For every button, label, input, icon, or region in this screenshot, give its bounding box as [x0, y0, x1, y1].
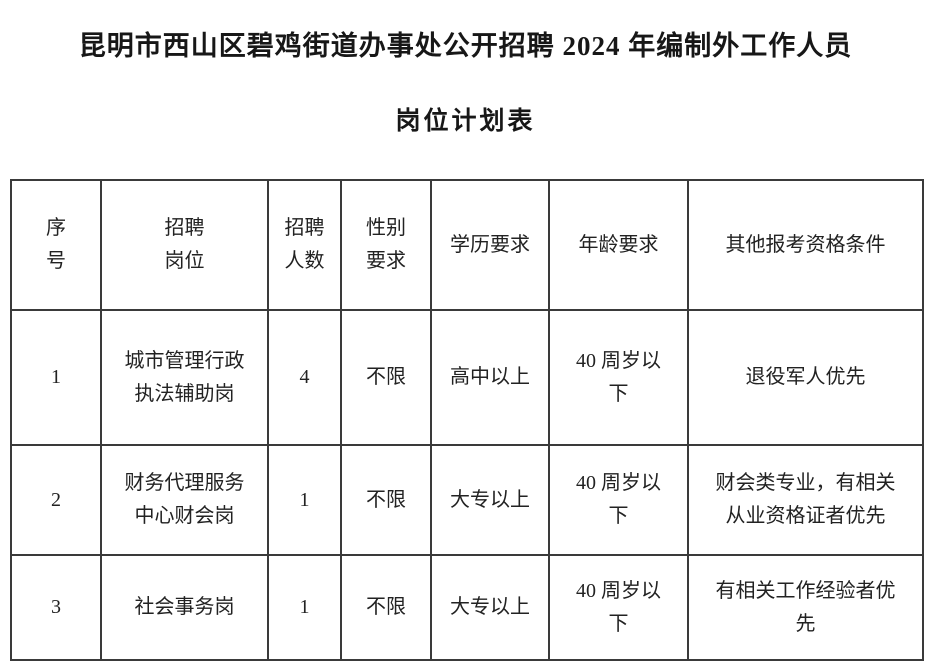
cell-other-qualifications: 财会类专业，有相关 从业资格证者优先: [687, 444, 924, 556]
cell-position: 社会事务岗: [100, 554, 269, 661]
cell-serial: 2: [10, 444, 102, 556]
cell-position: 城市管理行政 执法辅助岗: [100, 309, 269, 446]
table-header-row: 序 号 招聘 岗位 招聘 人数 性别 要求 学历要求 年龄要求 其他报考资格条件: [10, 179, 924, 311]
cell-age: 40 周岁以 下: [548, 309, 689, 446]
cell-headcount: 1: [267, 554, 342, 661]
cell-gender: 不限: [340, 444, 432, 556]
table-row: 2 财务代理服务 中心财会岗 1 不限 大专以上 40 周岁以 下 财会类专业，…: [10, 444, 924, 556]
column-header-education: 学历要求: [430, 179, 550, 311]
cell-gender: 不限: [340, 309, 432, 446]
cell-age: 40 周岁以 下: [548, 444, 689, 556]
column-header-other-qualifications: 其他报考资格条件: [687, 179, 924, 311]
cell-serial: 3: [10, 554, 102, 661]
cell-serial: 1: [10, 309, 102, 446]
cell-headcount: 1: [267, 444, 342, 556]
document-title: 昆明市西山区碧鸡街道办事处公开招聘 2024 年编制外工作人员: [78, 31, 853, 61]
cell-age: 40 周岁以 下: [548, 554, 689, 661]
table-row: 3 社会事务岗 1 不限 大专以上 40 周岁以 下 有相关工作经验者优 先: [10, 554, 924, 661]
cell-headcount: 4: [267, 309, 342, 446]
cell-education: 高中以上: [430, 309, 550, 446]
cell-education: 大专以上: [430, 444, 550, 556]
column-header-headcount: 招聘 人数: [267, 179, 342, 311]
column-header-position: 招聘 岗位: [100, 179, 269, 311]
cell-gender: 不限: [340, 554, 432, 661]
column-header-age: 年龄要求: [548, 179, 689, 311]
cell-other-qualifications: 有相关工作经验者优 先: [687, 554, 924, 661]
job-plan-table: 序 号 招聘 岗位 招聘 人数 性别 要求 学历要求 年龄要求 其他报考资格条件…: [10, 179, 924, 661]
column-header-serial: 序 号: [10, 179, 102, 311]
cell-education: 大专以上: [430, 554, 550, 661]
cell-other-qualifications: 退役军人优先: [687, 309, 924, 446]
table-row: 1 城市管理行政 执法辅助岗 4 不限 高中以上 40 周岁以 下 退役军人优先: [10, 309, 924, 446]
document-subtitle: 岗位计划表: [395, 108, 536, 135]
column-header-gender: 性别 要求: [340, 179, 432, 311]
cell-position: 财务代理服务 中心财会岗: [100, 444, 269, 556]
